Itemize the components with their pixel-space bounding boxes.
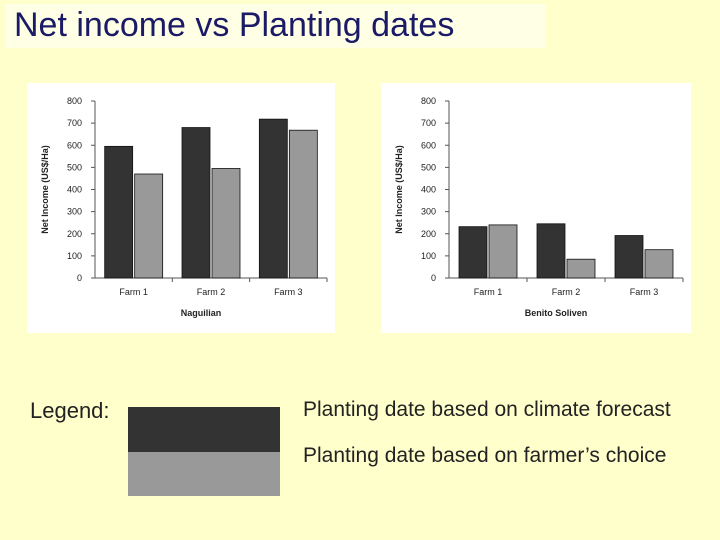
y-tick-label: 200 bbox=[67, 229, 82, 239]
bar-farm-3-series-2 bbox=[644, 249, 674, 279]
legend-text-farmer: Planting date based on farmer’s choice bbox=[303, 444, 667, 467]
y-tick-label: 800 bbox=[67, 96, 82, 106]
bar-farm-1-series-1 bbox=[104, 145, 134, 279]
y-tick-label: 800 bbox=[421, 96, 436, 106]
bar-farm-1-series-1 bbox=[458, 226, 488, 279]
bar-farm-2-series-1 bbox=[181, 127, 211, 279]
legend-swatch-farmer bbox=[128, 452, 280, 496]
chart-naguilian: Net Income (US$/Ha) 0 100 200 300 400 500 600 70… bbox=[27, 83, 335, 333]
y-tick-label: 400 bbox=[421, 185, 436, 195]
bar-farm-1-series-2 bbox=[488, 224, 518, 279]
x-tick-label: Farm 2 bbox=[552, 287, 581, 297]
x-tick-label: Farm 2 bbox=[197, 287, 226, 297]
bar-farm-2-series-2 bbox=[566, 258, 596, 279]
y-axis-label: Net Income (US$/Ha) bbox=[40, 145, 50, 234]
y-tick-label: 400 bbox=[67, 185, 82, 195]
y-tick-label: 700 bbox=[67, 118, 82, 128]
y-tick-label: 500 bbox=[67, 162, 82, 172]
x-axis-label: Benito Soliven bbox=[525, 308, 588, 318]
chart-naguilian-svg: Net Income (US$/Ha) 0 100 200 300 400 500 600 70… bbox=[40, 96, 328, 318]
x-tick-label: Farm 3 bbox=[274, 287, 303, 297]
bar-farm-3-series-2 bbox=[288, 129, 318, 279]
bar-farm-3-series-1 bbox=[258, 118, 288, 279]
x-tick-label: Farm 1 bbox=[474, 287, 503, 297]
chart-benito-soliven-svg: Net Income (US$/Ha) 0 100 200 300 400 500 600 70… bbox=[394, 96, 684, 318]
legend-text-forecast: Planting date based on climate forecast bbox=[303, 398, 671, 421]
y-tick-label: 200 bbox=[421, 229, 436, 239]
y-tick-label: 0 bbox=[431, 273, 436, 283]
slide-title: Net income vs Planting dates bbox=[14, 6, 455, 44]
y-tick-label: 0 bbox=[77, 273, 82, 283]
title-background bbox=[6, 4, 546, 48]
x-tick-label: Farm 1 bbox=[119, 287, 148, 297]
bar-farm-3-series-1 bbox=[614, 235, 644, 279]
y-tick-label: 700 bbox=[421, 118, 436, 128]
x-tick-label: Farm 3 bbox=[630, 287, 659, 297]
x-axis-label: Naguilian bbox=[181, 308, 222, 318]
y-axis-label: Net Income (US$/Ha) bbox=[394, 145, 404, 234]
y-tick-label: 300 bbox=[421, 207, 436, 217]
y-tick-label: 600 bbox=[67, 140, 82, 150]
bar-farm-1-series-2 bbox=[134, 173, 164, 279]
y-tick-label: 500 bbox=[421, 162, 436, 172]
bar-farm-2-series-2 bbox=[211, 168, 241, 279]
y-tick-label: 300 bbox=[67, 207, 82, 217]
legend-label: Legend: bbox=[30, 398, 110, 423]
chart-benito-soliven: Net Income (US$/Ha) 0 100 200 300 400 500 600 70… bbox=[381, 83, 691, 333]
y-tick-label: 600 bbox=[421, 140, 436, 150]
y-tick-label: 100 bbox=[421, 251, 436, 261]
y-tick-label: 100 bbox=[67, 251, 82, 261]
legend-swatch-forecast bbox=[128, 407, 280, 452]
bar-farm-2-series-1 bbox=[536, 223, 566, 279]
